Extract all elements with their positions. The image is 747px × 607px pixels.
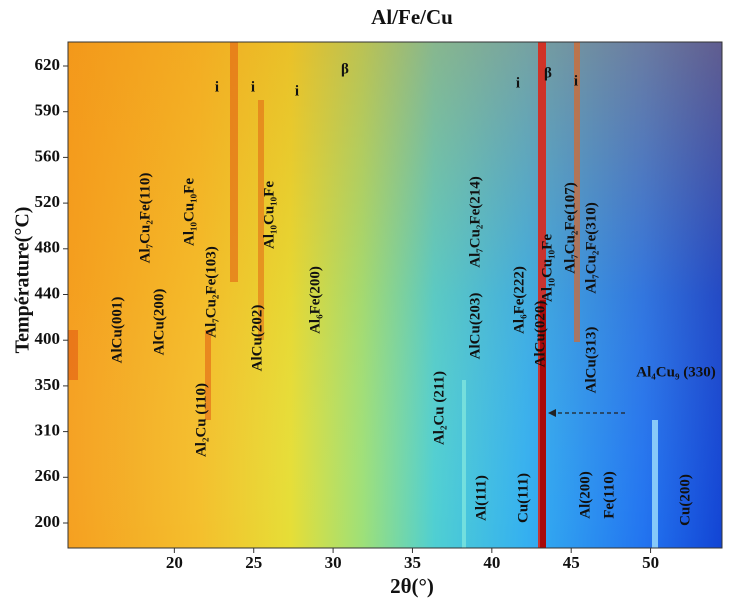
x-tick-label: 50 bbox=[642, 553, 659, 572]
x-tick-label: 20 bbox=[166, 553, 183, 572]
annotation: Al(200) bbox=[577, 471, 593, 519]
y-tick-label: 310 bbox=[35, 421, 61, 440]
annotation: Al₄Cu₉ (330) bbox=[636, 364, 715, 380]
annotation: β bbox=[341, 61, 349, 77]
annotation: AlCu(313) bbox=[583, 327, 599, 394]
annotation: Al₇Cu₂Fe(214) bbox=[467, 176, 483, 267]
annotation: Al₇Cu₂Fe(107) bbox=[562, 182, 578, 273]
annotation: Al₆Fe(222) bbox=[511, 266, 527, 334]
annotation: i bbox=[516, 75, 520, 91]
y-axis-label: Température(°C) bbox=[12, 207, 34, 354]
annotation: β bbox=[544, 65, 552, 81]
annotation: Al₇Cu₂Fe(310) bbox=[583, 202, 599, 293]
annotation: AlCu(001) bbox=[109, 297, 125, 364]
annotation: Al₁₀Cu₁₀Fe bbox=[261, 181, 277, 249]
arrow-head bbox=[548, 409, 556, 417]
x-tick-label: 25 bbox=[245, 553, 262, 572]
annotation: Al(111) bbox=[473, 475, 489, 521]
annotation: i bbox=[251, 79, 255, 95]
x-tick-label: 30 bbox=[325, 553, 342, 572]
y-tick-label: 400 bbox=[35, 329, 61, 348]
annotation: AlCu(203) bbox=[467, 293, 483, 360]
annotation: AlCu(020) bbox=[532, 301, 548, 368]
annotation: Al₂Cu (110) bbox=[193, 383, 209, 457]
annotation: Al₂Cu (211) bbox=[431, 371, 447, 445]
annotation: Al₆Fe(200) bbox=[307, 266, 323, 334]
chart-title: Al/Fe/Cu bbox=[371, 5, 453, 29]
y-tick-label: 440 bbox=[35, 283, 61, 302]
annotation: Cu(200) bbox=[677, 474, 693, 526]
x-tick-label: 35 bbox=[404, 553, 421, 572]
y-tick-label: 620 bbox=[35, 55, 61, 74]
annotation: Cu(111) bbox=[515, 473, 531, 523]
x-axis-label: 2θ(°) bbox=[390, 574, 434, 598]
y-tick-label: 520 bbox=[35, 192, 61, 211]
annotation: Al₇Cu₂Fe(103) bbox=[203, 246, 219, 337]
annotation: Al₇Cu₂Fe(110) bbox=[137, 173, 153, 264]
annotation: i bbox=[215, 79, 219, 95]
annotation: Al₁₀Cu₁₀Fe bbox=[181, 178, 197, 246]
heatmap bbox=[68, 42, 722, 548]
x-tick-label: 40 bbox=[483, 553, 500, 572]
y-tick-label: 590 bbox=[35, 101, 61, 120]
annotation: i bbox=[295, 83, 299, 99]
annotation: AlCu(200) bbox=[151, 289, 167, 356]
x-tick-label: 45 bbox=[563, 553, 580, 572]
y-tick-label: 560 bbox=[35, 146, 61, 165]
annotation: i bbox=[574, 73, 578, 89]
annotation: Al₁₀Cu₁₀Fe bbox=[539, 234, 555, 302]
y-tick-label: 260 bbox=[35, 466, 61, 485]
y-tick-label: 350 bbox=[35, 375, 61, 394]
y-tick-label: 200 bbox=[35, 512, 61, 531]
y-tick-label: 480 bbox=[35, 238, 61, 257]
annotation: Fe(110) bbox=[601, 471, 617, 518]
annotation: AlCu(202) bbox=[249, 305, 265, 372]
